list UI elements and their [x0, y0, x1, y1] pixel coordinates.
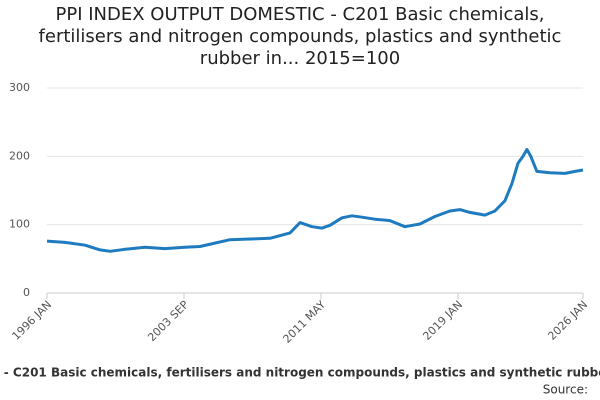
x-tick-label: 2026 JAN [545, 298, 590, 343]
x-tick-label: 2011 MAY [280, 298, 328, 346]
line [46, 148, 584, 253]
y-tick-label: 300 [9, 81, 30, 94]
x-tick-label: 1996 JAN [9, 298, 54, 343]
chart-title: PPI INDEX OUTPUT DOMESTIC - C201 Basic c… [38, 4, 562, 69]
y-tick-label: 200 [9, 149, 30, 162]
y-tick-label: 0 [23, 286, 30, 299]
source: Source: [543, 383, 588, 397]
legend-label: PPI INDEX OUTPUT DOMESTIC - C201 Basic c… [0, 366, 600, 380]
x-tick-label: 2019 JAN [420, 298, 465, 343]
y-tick-label: 100 [9, 218, 30, 231]
x-tick-label: 2003 SEP [145, 298, 191, 344]
